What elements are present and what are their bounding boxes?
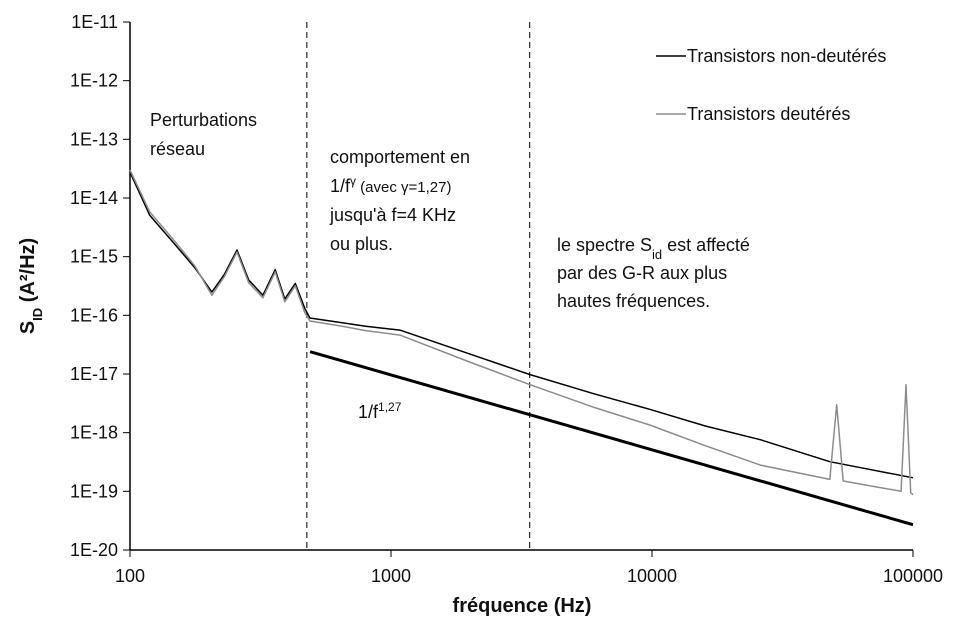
- y-tick-label: 1E-20: [70, 540, 118, 560]
- text-part: (avec γ=1,27): [356, 179, 451, 196]
- text-part: (A²/Hz): [17, 238, 39, 308]
- annotation: par des G-R aux plus: [557, 263, 727, 283]
- text-part: id: [652, 247, 662, 262]
- y-tick-label: 1E-16: [70, 305, 118, 325]
- text-part: jusqu'à f=4 KHz: [329, 205, 456, 225]
- text-part: hautes fréquences.: [557, 291, 710, 311]
- y-tick-label: 1E-14: [70, 188, 118, 208]
- text-part: est affecté: [662, 235, 750, 255]
- annotation: le spectre Sid est affecté: [557, 235, 750, 262]
- y-tick-label: 1E-11: [71, 12, 118, 32]
- text-part: 1/f: [330, 176, 351, 196]
- x-tick-label: 10000: [627, 566, 677, 586]
- y-tick-label: 1E-18: [70, 423, 118, 443]
- data-line: [129, 171, 914, 479]
- data-line: [129, 169, 914, 496]
- text-part: 1,27: [378, 400, 402, 414]
- y-axis-label: SID (A²/Hz): [17, 238, 45, 334]
- x-tick-label: 100: [115, 566, 145, 586]
- text-part: réseau: [150, 139, 205, 159]
- text-part: ou plus.: [330, 234, 393, 254]
- annotation: comportement en: [330, 147, 470, 167]
- legend-label: Transistors deutérés: [687, 104, 850, 124]
- annotation: Perturbations: [150, 110, 257, 130]
- x-tick-label: 1000: [371, 566, 411, 586]
- text-part: ID: [30, 308, 45, 321]
- text-part: S: [17, 321, 39, 334]
- y-tick-label: 1E-12: [70, 71, 118, 91]
- text-part: 1/f: [358, 402, 379, 422]
- y-tick-label: 1E-19: [70, 481, 118, 501]
- text-part: comportement en: [330, 147, 470, 167]
- legend-label: Transistors non-deutérés: [687, 46, 886, 66]
- annotation: réseau: [150, 139, 205, 159]
- y-tick-label: 1E-15: [70, 247, 118, 267]
- annotation: ou plus.: [330, 234, 393, 254]
- annotation: 1/fγ (avec γ=1,27): [330, 174, 451, 196]
- annotation: hautes fréquences.: [557, 291, 710, 311]
- annotation: jusqu'à f=4 KHz: [329, 205, 456, 225]
- data-line: [309, 350, 914, 527]
- text-part: γ: [350, 174, 356, 188]
- text-part: Perturbations: [150, 110, 257, 130]
- y-tick-label: 1E-17: [70, 364, 118, 384]
- x-axis-label: fréquence (Hz): [453, 595, 592, 617]
- text-part: le spectre S: [557, 235, 652, 255]
- x-tick-label: 100000: [883, 566, 943, 586]
- text-part: par des G-R aux plus: [557, 263, 727, 283]
- annotation: 1/f1,27: [358, 400, 402, 422]
- y-tick-label: 1E-13: [70, 129, 118, 149]
